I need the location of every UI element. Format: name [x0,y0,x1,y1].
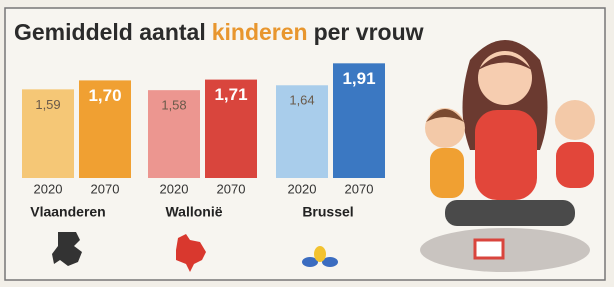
infographic: Gemiddeld aantalkinderenper vrouw 1,59 20… [0,0,614,287]
year-label: 2020 [160,181,189,196]
value-label: 1,58 [161,98,186,113]
year-label: 2070 [91,181,120,196]
region-label: Vlaanderen [30,204,105,220]
year-label: 2070 [217,181,246,196]
title-part: kinderen [212,19,308,45]
region-label: Wallonië [165,204,222,220]
value-label: 1,71 [214,85,247,104]
title-part: per vrouw [314,19,424,45]
year-label: 2020 [34,181,63,196]
year-label: 2070 [345,181,374,196]
value-label: 1,64 [289,93,314,108]
value-label: 1,59 [35,97,60,112]
value-label: 1,70 [88,86,121,105]
title-part: Gemiddeld aantal [14,19,206,45]
value-label: 1,91 [342,69,375,88]
region-label: Brussel [302,204,353,220]
year-label: 2020 [288,181,317,196]
